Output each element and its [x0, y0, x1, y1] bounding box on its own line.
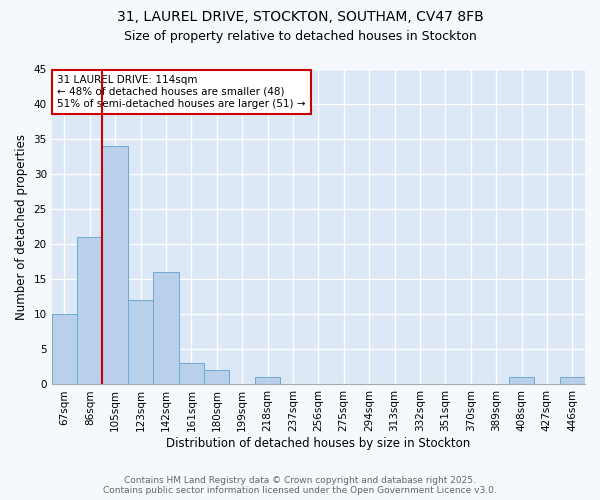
Bar: [103, 146, 128, 384]
Bar: [128, 300, 153, 384]
Bar: [77, 237, 103, 384]
Bar: [179, 364, 204, 384]
Bar: [153, 272, 179, 384]
X-axis label: Distribution of detached houses by size in Stockton: Distribution of detached houses by size …: [166, 437, 470, 450]
Bar: [509, 378, 534, 384]
Bar: [560, 378, 585, 384]
Y-axis label: Number of detached properties: Number of detached properties: [15, 134, 28, 320]
Bar: [204, 370, 229, 384]
Text: 31 LAUREL DRIVE: 114sqm
← 48% of detached houses are smaller (48)
51% of semi-de: 31 LAUREL DRIVE: 114sqm ← 48% of detache…: [57, 76, 305, 108]
Text: 31, LAUREL DRIVE, STOCKTON, SOUTHAM, CV47 8FB: 31, LAUREL DRIVE, STOCKTON, SOUTHAM, CV4…: [116, 10, 484, 24]
Bar: [255, 378, 280, 384]
Bar: [52, 314, 77, 384]
Text: Contains HM Land Registry data © Crown copyright and database right 2025.
Contai: Contains HM Land Registry data © Crown c…: [103, 476, 497, 495]
Text: Size of property relative to detached houses in Stockton: Size of property relative to detached ho…: [124, 30, 476, 43]
